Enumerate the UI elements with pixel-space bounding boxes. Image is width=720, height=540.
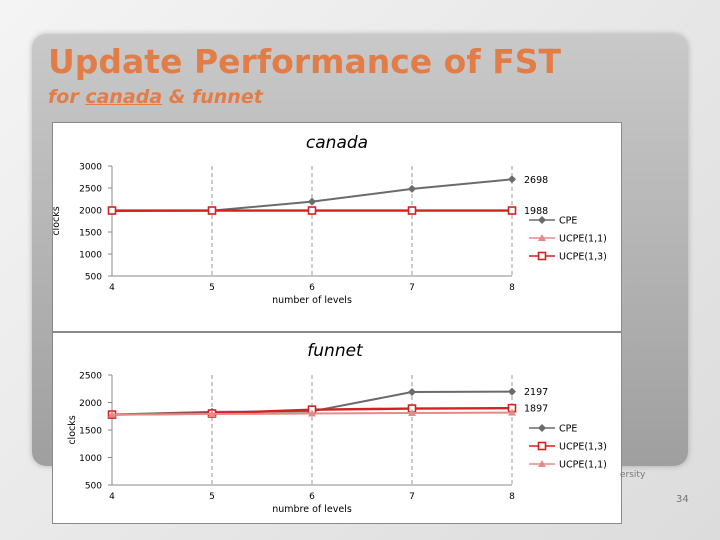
- chart2-legend-label: UCPE(1,1): [559, 460, 607, 471]
- chart1-point-CPE: [508, 175, 516, 184]
- chart2-data-label: 2197: [524, 387, 548, 398]
- chart1-y-tick-label: 500: [85, 273, 102, 283]
- subtitle-prefix: for: [48, 86, 86, 108]
- chart2-data-label: 1897: [524, 404, 548, 415]
- chart2-y-tick-label: 1500: [79, 427, 102, 437]
- chart1-x-tick-label: 6: [309, 283, 315, 293]
- chart1-point-CPE: [308, 197, 316, 206]
- footer-text: ersity: [620, 470, 646, 480]
- chart2-point-UCPE(1,1): [108, 410, 116, 418]
- funnet-chart-svg: funnet 500 1000 1500 2000 2500 4 5 6 7 8 numbre of …: [67, 341, 607, 515]
- chart2-y-tick-label: 2000: [79, 399, 102, 409]
- page-number: 34: [676, 494, 689, 505]
- chart1-y-tick-label: 2000: [79, 207, 102, 217]
- chart1-point-UCPE(1,3): [507, 206, 517, 215]
- subtitle-underlined: canada: [85, 86, 163, 108]
- chart1-y-tick-label: 2500: [79, 185, 102, 195]
- canada-chart: canada 500 1000 1500 2000 2500 3000 4 5 6 7 8 number…: [51, 122, 622, 332]
- chart1-x-tick-label: 8: [509, 283, 515, 293]
- chart1-y-tick-label: 3000: [79, 163, 102, 173]
- chart2-x-axis-label: numbre of levels: [272, 504, 352, 515]
- chart2-x-tick-label: 5: [209, 492, 215, 502]
- chart1-x-axis-label: number of levels: [272, 295, 352, 306]
- chart1-y-tick-label: 1000: [79, 251, 102, 261]
- chart2-point-UCPE(1,1): [308, 409, 316, 417]
- chart1-legend-label: CPE: [559, 216, 577, 227]
- chart1-data-label: 2698: [524, 175, 548, 186]
- chart2-x-tick-label: 8: [509, 492, 515, 502]
- chart1-point-UCPE(1,3): [107, 206, 117, 215]
- chart1-point-UCPE(1,3): [307, 206, 317, 215]
- chart2-y-axis-label: clocks: [67, 415, 78, 444]
- chart2-point-CPE: [408, 388, 416, 397]
- chart2-point-UCPE(1,1): [208, 410, 216, 418]
- chart2-title: funnet: [307, 341, 364, 361]
- chart2-legend-label: UCPE(1,3): [559, 442, 607, 453]
- chart2-legend-marker: [537, 441, 547, 451]
- chart2-legend-marker: [538, 460, 546, 467]
- chart1-legend-marker: [538, 234, 546, 241]
- chart1-legend-label: UCPE(1,1): [559, 234, 607, 245]
- chart2-x-tick-label: 6: [309, 492, 315, 502]
- chart1-point-CPE: [408, 184, 416, 193]
- slide-title: Update Performance of FST: [48, 42, 562, 81]
- canada-chart-svg: canada 500 1000 1500 2000 2500 3000 4 5 6 7 8 number…: [51, 133, 607, 306]
- chart1-title: canada: [306, 133, 368, 153]
- chart1-point-UCPE(1,3): [407, 206, 417, 215]
- chart2-point-UCPE(1,1): [508, 408, 516, 416]
- chart2-y-tick-label: 1000: [79, 454, 102, 464]
- chart1-y-axis-label: clocks: [53, 206, 62, 235]
- chart2-y-tick-label: 2500: [79, 372, 102, 382]
- chart1-legend-marker: [537, 251, 547, 261]
- chart2-point-CPE: [508, 387, 516, 396]
- chart1-legend-label: UCPE(1,3): [559, 252, 607, 263]
- chart1-data-label: 1988: [524, 206, 548, 217]
- chart2-x-tick-label: 7: [409, 492, 415, 502]
- chart1-x-tick-label: 5: [209, 283, 215, 293]
- chart2-point-UCPE(1,1): [408, 408, 416, 416]
- chart2-legend-label: CPE: [559, 424, 577, 435]
- slide-subtitle: for canada & funnet: [48, 86, 263, 108]
- chart1-legend-marker: [538, 216, 546, 224]
- chart1-point-UCPE(1,3): [207, 206, 217, 215]
- chart1-y-tick-label: 1500: [79, 229, 102, 239]
- funnet-chart: funnet 500 1000 1500 2000 2500 4 5 6 7 8 numbre of …: [52, 332, 622, 524]
- chart1-x-tick-label: 7: [409, 283, 415, 293]
- chart1-x-tick-label: 4: [109, 283, 115, 293]
- chart2-x-tick-label: 4: [109, 492, 115, 502]
- chart2-y-tick-label: 500: [85, 482, 102, 492]
- chart2-legend-marker: [538, 424, 546, 432]
- subtitle-suffix: & funnet: [162, 86, 263, 108]
